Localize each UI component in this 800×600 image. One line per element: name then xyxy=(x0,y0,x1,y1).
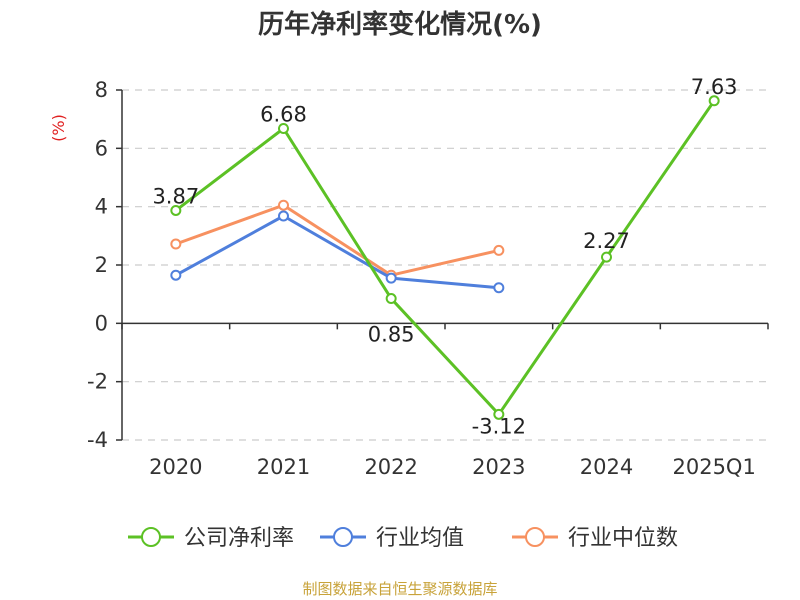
legend: 公司净利率 行业均值 行业中位数 xyxy=(128,526,678,551)
data-labels: 3.87 6.68 0.85 -3.12 2.27 7.63 xyxy=(152,75,737,439)
source-note: 制图数据来自恒生聚源数据库 xyxy=(302,580,498,598)
y-tick-label: 2 xyxy=(95,253,108,277)
legend-label: 行业均值 xyxy=(376,526,464,551)
series-point-1 xyxy=(385,272,397,284)
chart-title: 历年净利率变化情况(%) xyxy=(258,10,542,40)
series-line-0 xyxy=(174,99,716,416)
y-tick-label: -4 xyxy=(87,428,108,452)
y-axis-label: (%) xyxy=(49,114,68,142)
legend-label: 公司净利率 xyxy=(184,526,294,551)
series-point-0 xyxy=(170,204,182,216)
series-line-2 xyxy=(175,203,500,277)
data-label: 2.27 xyxy=(583,229,630,253)
legend-item: 公司净利率 xyxy=(128,526,294,551)
y-tick-label: -2 xyxy=(87,370,108,394)
y-tick-label: 6 xyxy=(95,136,108,160)
series-point-1 xyxy=(278,210,289,222)
series-point-0 xyxy=(601,251,612,263)
legend-marker xyxy=(141,527,161,547)
y-tick-label: 0 xyxy=(95,311,108,335)
legend-marker xyxy=(525,527,545,547)
ticks: 8 6 4 2 0 -2 -4 2020 2021 2022 2023 2024 2025Q1 xyxy=(87,78,769,479)
data-label: 7.63 xyxy=(691,75,738,99)
series-line-1 xyxy=(175,214,499,290)
y-tick-label: 8 xyxy=(95,78,108,102)
x-tick-label: 2025Q1 xyxy=(672,455,755,479)
legend-label: 行业中位数 xyxy=(568,526,678,551)
x-tick-label: 2023 xyxy=(472,455,525,479)
series-point-1 xyxy=(170,269,182,281)
series-point-0 xyxy=(708,95,720,107)
data-label: 3.87 xyxy=(152,184,199,208)
grid-lines xyxy=(122,89,768,441)
data-label: 0.85 xyxy=(368,323,415,347)
series-group xyxy=(170,95,720,420)
series-point-0 xyxy=(278,123,289,134)
legend-item: 行业均值 xyxy=(320,526,464,551)
series-point-2 xyxy=(493,244,505,256)
x-tick-label: 2020 xyxy=(149,455,202,479)
data-label: -3.12 xyxy=(472,414,526,438)
series-point-2 xyxy=(170,238,182,250)
data-label: 6.68 xyxy=(260,103,307,127)
y-tick-label: 4 xyxy=(95,195,108,219)
series-point-0 xyxy=(385,293,397,305)
legend-marker xyxy=(333,527,353,547)
series-point-2 xyxy=(278,199,289,211)
x-tick-label: 2022 xyxy=(364,455,417,479)
legend-item: 行业中位数 xyxy=(512,526,678,551)
x-tick-label: 2021 xyxy=(257,455,310,479)
x-tick-label: 2024 xyxy=(580,455,633,479)
series-point-1 xyxy=(493,282,505,294)
series-point-0 xyxy=(493,408,505,420)
